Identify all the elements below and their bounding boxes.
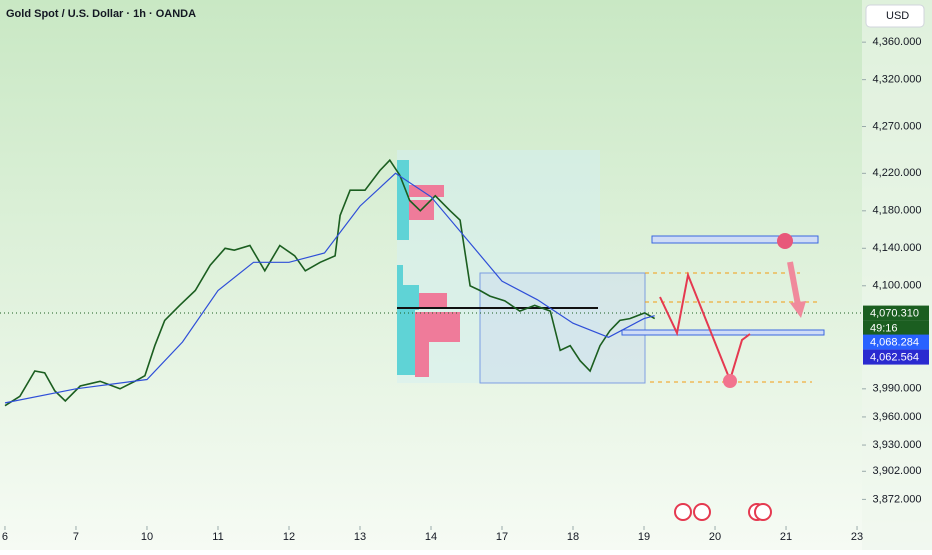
event-icons	[674, 503, 772, 521]
event-icon	[693, 503, 711, 521]
x-tick-label: 6	[2, 531, 8, 543]
profile-bar	[397, 310, 415, 375]
profile-bar	[397, 265, 403, 285]
x-tick-label: 11	[212, 531, 223, 543]
price-label: 49:16	[870, 322, 898, 334]
price-label-box	[863, 334, 929, 350]
currency-button[interactable]	[865, 4, 925, 28]
x-tick-label: 23	[851, 531, 863, 543]
price-label-box	[863, 305, 929, 321]
profile-bar	[419, 293, 447, 307]
profile-bar	[415, 312, 460, 342]
y-tick-label: 3,902.000	[873, 465, 922, 477]
y-tick-label: 3,872.000	[873, 493, 922, 505]
price-label-box	[863, 320, 929, 336]
series-line	[4, 172, 655, 404]
profile-bar	[397, 160, 409, 240]
event-icon	[754, 503, 772, 521]
profile-bar	[409, 185, 444, 197]
zone	[651, 235, 819, 244]
price-label: 4,062.564	[870, 351, 919, 363]
plot-layer: 4,360.000 4,320.000 4,270.000 4,220.000 4,18…	[2, 36, 929, 543]
x-tick-label: 18	[567, 531, 579, 543]
y-tick-label: 3,930.000	[873, 439, 922, 451]
projection-path	[659, 271, 751, 384]
x-tick-label: 17	[496, 531, 508, 543]
projection-arrow	[787, 261, 801, 306]
price-label: 4,068.284	[870, 336, 919, 348]
x-tick-label: 19	[638, 531, 650, 543]
zone	[621, 329, 825, 336]
x-tick-label: 12	[283, 531, 295, 543]
profile-bar	[397, 285, 419, 310]
target-marker	[723, 374, 737, 388]
y-tick-label: 3,990.000	[873, 383, 922, 395]
event-icon	[674, 503, 692, 521]
y-tick-label: 3,960.000	[873, 411, 922, 423]
series-line	[4, 158, 656, 407]
x-tick-label: 13	[354, 531, 366, 543]
x-tick-label: 7	[73, 531, 79, 543]
y-tick-label: 4,140.000	[873, 242, 922, 254]
x-tick-label: 21	[780, 531, 792, 543]
arrow-head	[790, 301, 806, 318]
x-tick-label: 14	[425, 531, 437, 543]
price-axis-panel	[862, 0, 932, 550]
y-tick-label: 4,180.000	[873, 205, 922, 217]
currency-label: USD	[886, 10, 909, 22]
y-tick-label: 4,100.000	[873, 280, 922, 292]
x-tick-label: 10	[141, 531, 153, 543]
x-tick-label: 20	[709, 531, 721, 543]
price-label: 4,070.310	[870, 307, 919, 319]
target-marker	[777, 233, 793, 249]
range-box	[479, 272, 646, 384]
y-tick-label: 4,320.000	[873, 74, 922, 86]
chart-title: Gold Spot / U.S. Dollar · 1h · OANDA	[6, 8, 196, 20]
y-tick-label: 4,270.000	[873, 120, 922, 132]
y-tick-label: 4,220.000	[873, 167, 922, 179]
y-tick-label: 4,360.000	[873, 36, 922, 48]
price-label-box	[863, 349, 929, 365]
profile-bar	[415, 342, 429, 377]
